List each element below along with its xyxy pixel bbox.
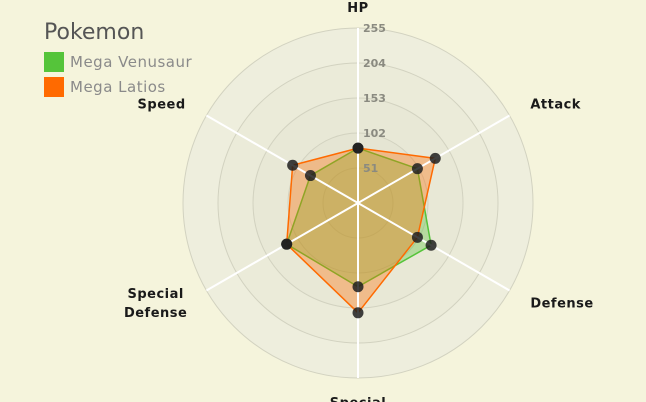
data-point-mega-latios-defense [411, 231, 423, 243]
data-point-mega-venusaur-special [352, 281, 364, 293]
legend-item-mega-venusaur[interactable]: Mega Venusaur [44, 49, 192, 74]
point-layer [281, 142, 441, 319]
label-layer: 51 102 153 204 255 HP Attack Defense Special Spec… [124, 1, 593, 402]
axis-label-hp: HP [347, 1, 368, 16]
axis-label-special: Special [330, 396, 386, 402]
axis-line-speed [205, 114, 359, 204]
data-point-mega-venusaur-defense [425, 239, 437, 251]
tick-label-204: 204 [363, 57, 386, 70]
tick-label-255: 255 [363, 22, 386, 35]
data-point-mega-latios-speed [287, 159, 299, 171]
legend-label-mega-venusaur: Mega Venusaur [70, 52, 193, 71]
data-point-mega-latios-hp [352, 142, 364, 154]
legend-swatch-mega-venusaur [44, 51, 64, 72]
axis-label-attack: Attack [530, 98, 581, 113]
data-point-mega-latios-special [352, 307, 364, 319]
legend-label-mega-latios: Mega Latios [70, 77, 166, 96]
axis-label-speed: Speed [138, 98, 186, 113]
legend-title: Pokemon [44, 20, 145, 45]
legend-item-mega-latios[interactable]: Mega Latios [44, 74, 192, 99]
tick-label-102: 102 [363, 127, 386, 140]
axis-label-defense: Defense [530, 297, 593, 312]
tick-label-51: 51 [363, 162, 378, 175]
data-point-mega-latios-special-defense [281, 238, 293, 250]
data-point-mega-venusaur-attack [411, 163, 423, 175]
data-point-mega-venusaur-speed [304, 170, 316, 182]
tick-label-153: 153 [363, 92, 386, 105]
data-point-mega-latios-attack [429, 152, 441, 164]
legend: Pokemon Mega Venusaur Mega Latios [44, 20, 192, 99]
legend-swatch-mega-latios [44, 76, 64, 97]
axis-label-special-defense: Special Defense [124, 287, 187, 321]
